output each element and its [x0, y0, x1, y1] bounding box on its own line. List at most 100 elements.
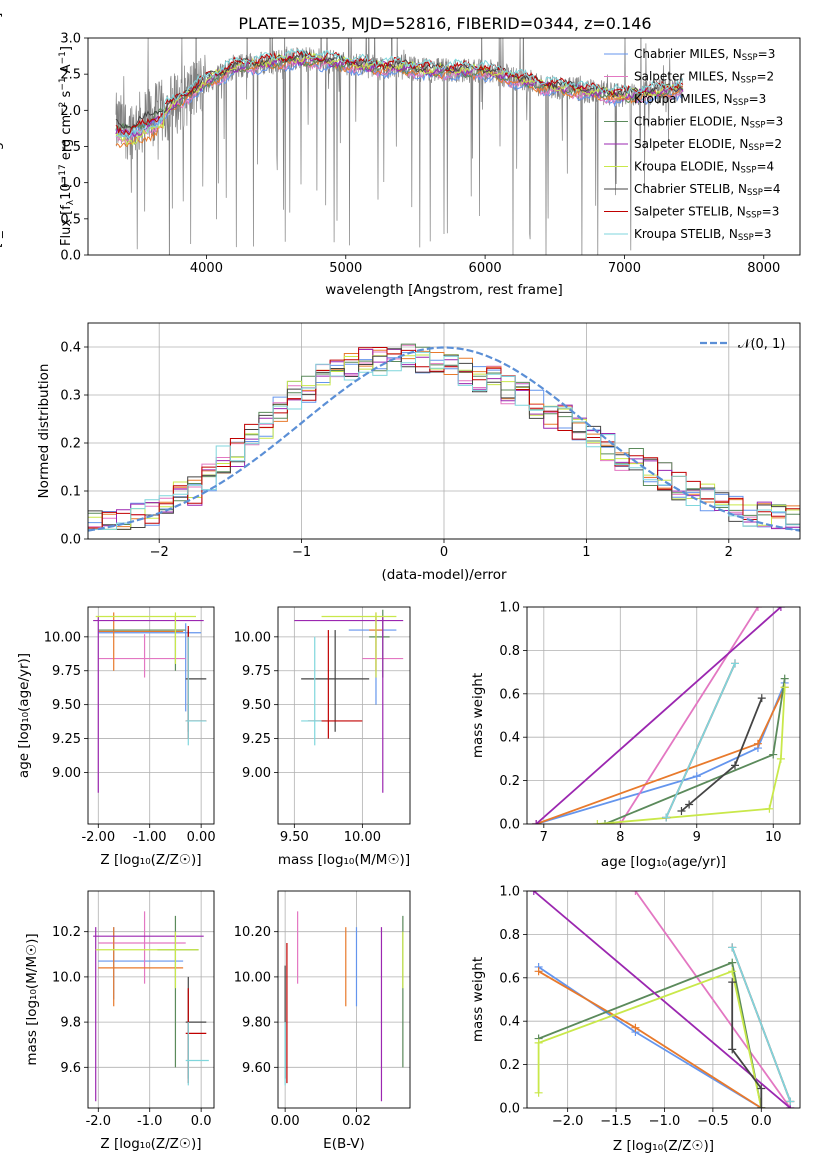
y-tick-label: 9.80 [242, 1016, 271, 1031]
legend-label: Kroupa ELODIE, NSSP=4 [634, 160, 774, 176]
x-axis-label: age [log₁₀(age/yr)] [601, 854, 726, 870]
chart-mass_weight_vs_age: 7 8 9 10 0.0 0.2 0.4 0.6 0.8 1.0 age [log₁₀(age/yr… [470, 601, 801, 870]
weight-marker-c3 [601, 820, 609, 824]
y-tick-label: 0.2 [60, 437, 81, 452]
x-tick-label: −1.0 [649, 1114, 681, 1129]
x-tick-label: 10.00 [344, 830, 381, 845]
model-spectrum-c6 [115, 49, 684, 129]
y-tick-label: 0.0 [60, 249, 81, 264]
axes-frame [526, 890, 801, 1109]
weight-marker-c5 [534, 1088, 543, 1097]
x-tick-label: 7000 [608, 261, 641, 276]
y-tick-label: 0.6 [499, 687, 520, 702]
axes-frame [277, 890, 411, 1109]
weight-marker-c4 [776, 607, 785, 611]
weight-line-c5 [597, 687, 786, 824]
weight-marker-c3 [769, 750, 778, 759]
y-tick-label: 1.0 [499, 885, 520, 900]
x-tick-label: 0.00 [187, 830, 216, 845]
weight-line-c4 [533, 891, 791, 1108]
y-tick-label: 0.8 [499, 928, 520, 943]
x-tick-label: 8000 [747, 261, 780, 276]
legend-label: Kroupa MILES, NSSP=3 [634, 92, 766, 108]
model-spectrum-c5 [115, 52, 684, 146]
weight-line-c8 [731, 947, 792, 1102]
weight-line-c0 [535, 682, 786, 824]
y-axis-label: age [log₁₀(age/yr)] [16, 653, 32, 778]
y-axis-label: mass [log₁₀(M/M☉)] [24, 933, 40, 1065]
y-tick-label: 9.00 [52, 766, 81, 781]
weight-marker-c3 [728, 958, 737, 967]
y-tick-label: 9.00 [242, 766, 271, 781]
weight-marker-c5 [728, 967, 737, 976]
weight-marker-c1 [631, 891, 640, 895]
y-tick-label: 9.25 [52, 732, 81, 747]
weight-marker-c6 [685, 800, 694, 809]
x-tick-label: −2 [150, 545, 169, 560]
x-axis-label: Z [log₁₀(Z/Z☉)] [613, 1138, 714, 1154]
x-tick-label: 7 [540, 830, 548, 845]
x-tick-label: 9.50 [280, 830, 309, 845]
figure-title: PLATE=1035, MJD=52816, FIBERID=0344, z=0… [238, 14, 651, 33]
y-tick-label: 2.0 [60, 104, 81, 119]
legend-label: 𝒩(0, 1) [738, 337, 785, 352]
y-tick-label: 0.2 [499, 774, 520, 789]
y-tick-label: 10.00 [234, 630, 271, 645]
y-tick-label: 10.0 [52, 970, 81, 985]
y-tick-label: 0.8 [499, 644, 520, 659]
x-tick-label: -2.0 [86, 1114, 111, 1129]
y-tick-label: 10.00 [234, 970, 271, 985]
chart-mass_vs_ebv: 0.00 0.02 9.60 9.80 10.00 10.20 E(B-V) [234, 890, 411, 1152]
x-axis-label: Z [log₁₀(Z/Z☉)] [100, 1136, 201, 1152]
weight-marker-c8 [728, 943, 737, 952]
x-tick-label: 0.00 [271, 1114, 300, 1129]
y-axis-label: mass weight [470, 673, 486, 758]
weight-marker-c2 [534, 967, 543, 976]
y-tick-label: 0.4 [499, 731, 520, 746]
x-axis-label: E(B-V) [323, 1136, 365, 1152]
weight-marker-c3 [780, 674, 789, 683]
observed-spectrum [115, 38, 684, 255]
plot-area [88, 343, 800, 532]
y-tick-label: 1.0 [60, 176, 81, 191]
weight-marker-c5 [534, 1038, 543, 1047]
x-tick-label: -2.00 [81, 830, 115, 845]
x-axis-label: Z [log₁₀(Z/Z☉)] [100, 852, 201, 868]
y-tick-label: 0.2 [499, 1058, 520, 1073]
y-tick-label: 1.5 [60, 140, 81, 155]
plot-area [115, 38, 684, 255]
x-tick-label: −1.5 [600, 1114, 632, 1129]
weight-marker-c1 [753, 607, 762, 611]
axes-frame [87, 890, 215, 1109]
axes-frame [87, 37, 801, 256]
weight-line-c4 [535, 607, 782, 824]
weight-marker-c6 [757, 694, 766, 703]
y-tick-label: 10.2 [52, 925, 81, 940]
x-tick-label: 0 [440, 545, 448, 560]
weight-marker-c5 [780, 683, 789, 692]
x-axis-label: wavelength [Angstrom, rest frame] [325, 282, 563, 298]
weight-line-c2 [538, 970, 762, 1108]
weight-line-c1 [619, 607, 759, 824]
plot-area [93, 612, 207, 793]
plot-area [93, 911, 209, 1102]
weight-marker-c8 [731, 659, 739, 668]
weight-marker-c4 [529, 891, 538, 895]
y-axis-label: Flux [fλ10−17 erg cm−2 s−1 A−1] [58, 46, 76, 246]
x-tick-label: −1 [292, 545, 311, 560]
x-tick-label: 0.0 [191, 1114, 212, 1129]
weight-marker-c6 [677, 806, 686, 815]
axes-frame [87, 606, 215, 825]
y-tick-label: 0.0 [60, 533, 81, 548]
y-tick-label: 9.6 [60, 1061, 81, 1076]
y-tick-label: 9.25 [242, 732, 271, 747]
y-tick-label: 9.60 [242, 1061, 271, 1076]
y-tick-label: 0.0 [499, 1102, 520, 1117]
axes-frame [526, 606, 801, 825]
legend-label: Chabrier ELODIE, NSSP=3 [634, 115, 783, 131]
histogram-c8 [88, 351, 800, 530]
x-axis-label: mass [log₁₀(M/M☉)] [278, 852, 410, 868]
x-tick-label: 8 [616, 830, 624, 845]
x-tick-label: 2 [725, 545, 733, 560]
